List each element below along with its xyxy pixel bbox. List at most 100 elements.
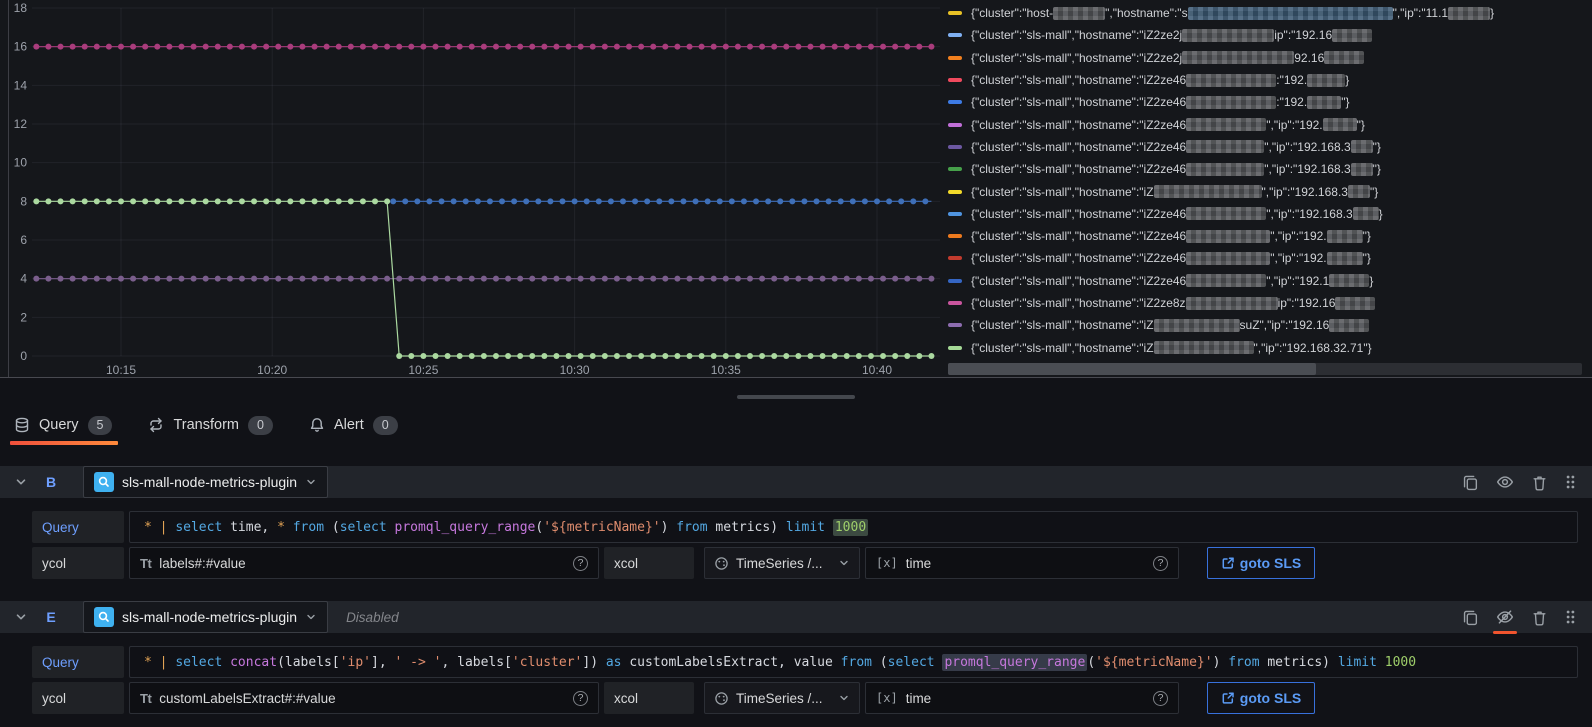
eye-icon[interactable] [1496,473,1514,491]
code-token [222,655,230,670]
xcol-type-value: TimeSeries /... [736,690,823,706]
drag-handle-icon[interactable] [1565,609,1576,625]
columns-field-line: ycol Tt labels#:#value ? xcol TimeSeries… [32,547,1578,579]
legend-item[interactable]: {"cluster":"sls-mall","hostname":"iZ suZ"… [948,314,1582,336]
code-token: ( [1087,654,1096,670]
code-token [285,520,293,535]
code-token: 1000 [1384,654,1417,670]
svg-text:16: 16 [14,40,28,54]
collapse-chevron-icon[interactable] [14,475,28,489]
tab-transform-label: Transform [173,417,239,433]
code-token [152,520,160,535]
legend-item[interactable]: {"cluster":"sls-mall","hostname":"iZ2ze4… [948,247,1582,269]
goto-sls-label: goto SLS [1239,690,1302,706]
tab-alert[interactable]: Alert 0 [309,404,398,446]
goto-sls-button[interactable]: goto SLS [1207,547,1315,579]
splitter-drag-handle[interactable] [737,395,855,399]
code-token: promql_query_range [394,519,536,535]
code-token: ], [371,654,395,670]
legend-item[interactable]: {"cluster":"sls-mall","hostname":"iZ2ze4… [948,203,1582,225]
legend-item[interactable]: {"cluster":"sls-mall","hostname":"iZ2ze2… [948,24,1582,46]
legend-series-color [948,100,962,105]
tab-transform[interactable]: Transform 0 [148,404,273,446]
code-token: 'ip' [339,654,372,670]
code-token: ) [1212,654,1229,670]
legend-item[interactable]: {"cluster":"sls-mall","hostname":"iZ2ze4… [948,158,1582,180]
datasource-name: sls-mall-node-metrics-plugin [122,609,298,625]
query-refid[interactable]: E [46,609,56,625]
svg-text:10:20: 10:20 [257,363,287,377]
xcol-input[interactable]: [x] time ? [865,682,1179,714]
datasource-logo-icon [94,607,114,627]
redacted-text-block [1053,6,1106,20]
trash-icon[interactable] [1531,609,1548,626]
timeseries-chart[interactable]: 0 2 4 6 8 10 12 14 16 18 10:15 10:20 10:25 10:30 10:35… [0,0,944,378]
trash-icon[interactable] [1531,474,1548,491]
xcol-type-select[interactable]: TimeSeries /... [704,547,860,579]
legend-item[interactable]: {"cluster":"sls-mall","hostname":"iZ2ze4… [948,136,1582,158]
ycol-input[interactable]: Tt labels#:#value ? [129,547,599,579]
legend-item[interactable]: {"cluster":"sls-mall","hostname":"iZ ","i… [948,180,1582,202]
legend-item[interactable]: {"cluster":"sls-mall","hostname":"iZ2ze4… [948,270,1582,292]
eye-slash-icon[interactable] [1493,608,1517,634]
drag-handle-icon[interactable] [1565,474,1576,490]
tab-transform-count: 0 [247,415,273,435]
legend-item[interactable]: {"cluster":"sls-mall","hostname":"iZ ","i… [948,336,1582,358]
legend-item-text: {"cluster":"sls-mall","hostname":"iZ [971,318,1154,333]
legend-item-text: "} [1356,117,1365,132]
legend-item[interactable]: {"cluster":"sls-mall","hostname":"iZ2ze4… [948,113,1582,135]
pane-splitter[interactable] [0,379,1592,405]
legend-item-text: "} [1362,229,1371,244]
legend-item[interactable]: {"cluster":"sls-mall","hostname":"iZ2ze4… [948,91,1582,113]
legend-item-text: ","ip":"192. [1270,229,1327,244]
help-icon[interactable]: ? [1153,690,1168,706]
code-token: select [175,654,223,670]
redacted-text-block [1307,95,1342,109]
legend-series-color [948,256,962,261]
query-field-label: Query [32,511,124,543]
external-link-icon [1221,691,1235,705]
legend-item[interactable]: {"cluster":"sls-mall","hostname":"iZ2ze8… [948,292,1582,314]
datasource-picker[interactable]: sls-mall-node-metrics-plugin [83,466,329,498]
svg-text:10:40: 10:40 [862,363,892,377]
ycol-input[interactable]: Tt customLabelsExtract#:#value ? [129,682,599,714]
help-icon[interactable]: ? [1153,555,1168,571]
xcol-type-select[interactable]: TimeSeries /... [704,682,860,714]
goto-sls-button[interactable]: goto SLS [1207,682,1315,714]
code-token: , labels[ [441,654,512,670]
redacted-text-block [1182,28,1275,42]
svg-text:2: 2 [20,310,27,324]
duplicate-query-icon[interactable] [1462,609,1479,626]
query-field-line: Query * | select time, * from (select pr… [32,511,1578,543]
legend-scrollbar-thumb[interactable] [948,363,1316,375]
tab-query[interactable]: Query 5 [9,404,119,446]
legend-scrollbar[interactable] [948,363,1582,375]
legend-item[interactable]: {"cluster":"sls-mall","hostname":"iZ2ze4… [948,225,1582,247]
code-token [387,520,395,535]
duplicate-query-icon[interactable] [1462,474,1479,491]
help-icon[interactable]: ? [573,690,588,706]
code-token: (labels[ [277,654,340,670]
datasource-picker[interactable]: sls-mall-node-metrics-plugin [83,601,329,633]
redacted-text-block [1335,296,1376,310]
query-refid[interactable]: B [45,474,57,490]
function-x-icon: [x] [876,691,898,705]
query-code-editor[interactable]: * | select concat (labels['ip'], ' -> ', … [129,646,1578,678]
query-row-B: B sls-mall-node-metrics-plugin [0,466,1592,579]
legend-item[interactable]: {"cluster":"sls-mall","hostname":"iZ2ze4… [948,69,1582,91]
collapse-chevron-icon[interactable] [14,610,28,624]
legend-item[interactable]: {"cluster":"host- ","hostname":"s ","ip":"… [948,2,1582,24]
query-row-actions [1462,473,1578,491]
query-row-E-header: E sls-mall-node-metrics-plugin Disabled [0,601,1592,634]
ycol-value: customLabelsExtract#:#value [159,690,336,706]
svg-text:14: 14 [14,78,28,92]
code-token [1377,655,1385,670]
legend-item-text: "} [1369,184,1379,199]
query-code-editor[interactable]: * | select time, * from (select promql_q… [129,511,1578,543]
help-icon[interactable]: ? [573,555,588,571]
code-token: '${metricName}' [1095,654,1213,670]
legend-item-text: {"cluster":"sls-mall","hostname":"iZ2ze4… [971,95,1187,110]
xcol-input[interactable]: [x] time ? [865,547,1179,579]
legend-item[interactable]: {"cluster":"sls-mall","hostname":"iZ2ze2… [948,47,1582,69]
